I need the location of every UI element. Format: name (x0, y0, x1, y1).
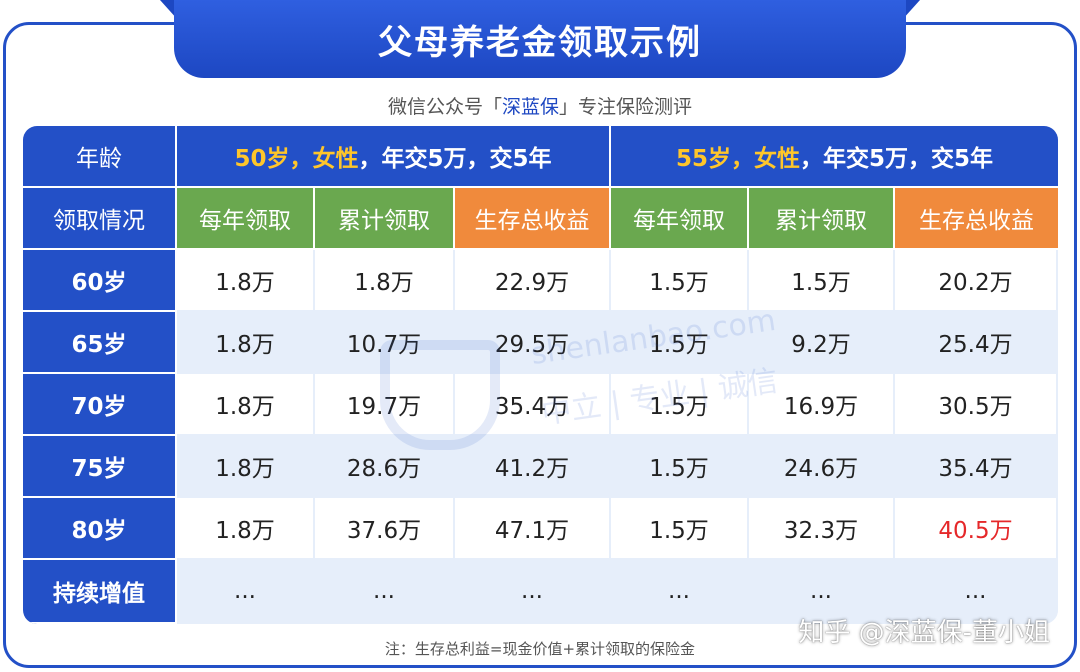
value-cell: 1.8万 (177, 498, 315, 560)
value-cell: 1.5万 (749, 250, 895, 312)
value-cell: 20.2万 (895, 250, 1058, 312)
value-cell: 10.7万 (315, 312, 455, 374)
subtitle: 微信公众号「深蓝保」专注保险测评 (0, 92, 1080, 119)
source-credit: 知乎 @深蓝保-董小姐 (798, 618, 1050, 648)
value-cell-highlight: 40.5万 (895, 498, 1058, 560)
table-row: 持续增值 ... ... ... ... ... ... (23, 560, 1058, 624)
col-header-total-1: 生存总收益 (455, 188, 611, 250)
value-cell: 1.5万 (611, 436, 749, 498)
footnote: 注：生存总利益=现金价值+累计领取的保险金 (384, 640, 696, 658)
header-plan-50: 50岁，女性 ，年交5万，交5年 (177, 126, 611, 188)
col-header-annual-1: 每年领取 (177, 188, 315, 250)
value-cell: 35.4万 (895, 436, 1058, 498)
pension-table: 年龄 50岁，女性 ，年交5万，交5年 55岁，女性 ，年交5万，交5年 领取情况 … (23, 126, 1058, 624)
header-claim-status: 领取情况 (23, 188, 177, 250)
value-cell: 47.1万 (455, 498, 611, 560)
value-cell: ... (455, 560, 611, 624)
age-cell: 75岁 (23, 436, 177, 498)
value-cell: 1.8万 (177, 374, 315, 436)
header-row-plan: 年龄 50岁，女性 ，年交5万，交5年 55岁，女性 ，年交5万，交5年 (23, 126, 1058, 188)
page-title: 父母养老金领取示例 (174, 0, 906, 78)
value-cell: 1.5万 (611, 250, 749, 312)
value-cell: 30.5万 (895, 374, 1058, 436)
value-cell: 1.5万 (611, 374, 749, 436)
value-cell: ... (749, 560, 895, 624)
value-cell: 24.6万 (749, 436, 895, 498)
age-cell: 65岁 (23, 312, 177, 374)
col-header-cumulative-1: 累计领取 (315, 188, 455, 250)
table-row: 65岁 1.8万 10.7万 29.5万 1.5万 9.2万 25.4万 (23, 312, 1058, 374)
page-title-text: 父母养老金领取示例 (378, 22, 702, 63)
value-cell: 35.4万 (455, 374, 611, 436)
value-cell: 29.5万 (455, 312, 611, 374)
value-cell: 1.8万 (177, 312, 315, 374)
value-cell: ... (895, 560, 1058, 624)
value-cell: 1.8万 (315, 250, 455, 312)
age-cell: 80岁 (23, 498, 177, 560)
table-row: 60岁 1.8万 1.8万 22.9万 1.5万 1.5万 20.2万 (23, 250, 1058, 312)
value-cell: 16.9万 (749, 374, 895, 436)
value-cell: 37.6万 (315, 498, 455, 560)
value-cell: 25.4万 (895, 312, 1058, 374)
age-cell: 60岁 (23, 250, 177, 312)
value-cell: 1.8万 (177, 250, 315, 312)
value-cell: ... (611, 560, 749, 624)
value-cell: 28.6万 (315, 436, 455, 498)
col-header-annual-2: 每年领取 (611, 188, 749, 250)
value-cell: 1.8万 (177, 436, 315, 498)
plan-55-rest: ，年交5万，交5年 (800, 146, 994, 172)
header-age: 年龄 (23, 126, 177, 188)
subtitle-brand: 深蓝保 (501, 96, 559, 118)
age-cell: 持续增值 (23, 560, 177, 624)
age-cell: 70岁 (23, 374, 177, 436)
value-cell: 19.7万 (315, 374, 455, 436)
value-cell: 1.5万 (611, 498, 749, 560)
value-cell: ... (177, 560, 315, 624)
col-header-total-2: 生存总收益 (895, 188, 1058, 250)
value-cell: 22.9万 (455, 250, 611, 312)
value-cell: 32.3万 (749, 498, 895, 560)
subtitle-suffix: 」专注保险测评 (559, 96, 693, 118)
header-row-columns: 领取情况 每年领取 累计领取 生存总收益 每年领取 累计领取 生存总收益 (23, 188, 1058, 250)
subtitle-prefix: 微信公众号「 (387, 96, 502, 118)
value-cell: 41.2万 (455, 436, 611, 498)
table-row: 75岁 1.8万 28.6万 41.2万 1.5万 24.6万 35.4万 (23, 436, 1058, 498)
plan-55-highlight: 55岁，女性 (675, 146, 800, 172)
table-row: 70岁 1.8万 19.7万 35.4万 1.5万 16.9万 30.5万 (23, 374, 1058, 436)
table-row: 80岁 1.8万 37.6万 47.1万 1.5万 32.3万 40.5万 (23, 498, 1058, 560)
value-cell: 9.2万 (749, 312, 895, 374)
plan-50-rest: ，年交5万，交5年 (358, 146, 552, 172)
value-cell: 1.5万 (611, 312, 749, 374)
col-header-cumulative-2: 累计领取 (749, 188, 895, 250)
header-plan-55: 55岁，女性 ，年交5万，交5年 (611, 126, 1058, 188)
plan-50-highlight: 50岁，女性 (234, 146, 359, 172)
value-cell: ... (315, 560, 455, 624)
